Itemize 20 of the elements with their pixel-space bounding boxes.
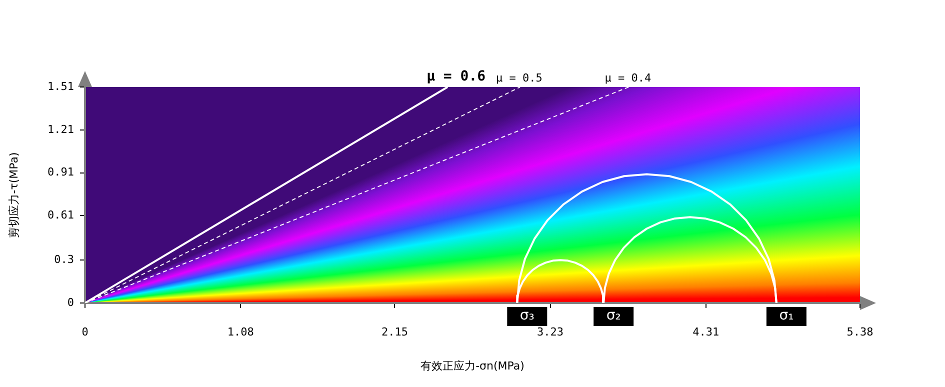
x-tick-label: 0 (82, 325, 88, 338)
x-tick-label: 5.38 (846, 325, 874, 338)
y-axis-title: 剪切应力-τ(MPa) (7, 152, 20, 238)
y-tick-label: 1.21 (48, 122, 74, 136)
x-tick-label: 4.31 (692, 325, 720, 338)
series-label: μ = 0.4 (604, 71, 652, 84)
y-tick-label: 0.91 (48, 166, 74, 179)
y-tick-label: 0 (67, 296, 74, 309)
series-label: μ = 0.6 (426, 68, 486, 85)
annotation: σ₂ (606, 308, 621, 324)
x-axis-title: 有效正应力-σn(MPa) (420, 359, 524, 372)
y-tick-label: 0.3 (54, 252, 74, 266)
x-tick-label: 1.08 (227, 325, 254, 338)
y-tick-label: 0.61 (48, 208, 74, 222)
annotation: σ₃ (520, 308, 534, 324)
series-label: μ = 0.5 (496, 71, 542, 84)
x-tick-label: 3.23 (537, 325, 564, 338)
annotation: σ₁ (779, 308, 794, 324)
x-tick-label: 2.15 (381, 325, 408, 338)
y-tick-label: 1.51 (48, 80, 74, 93)
